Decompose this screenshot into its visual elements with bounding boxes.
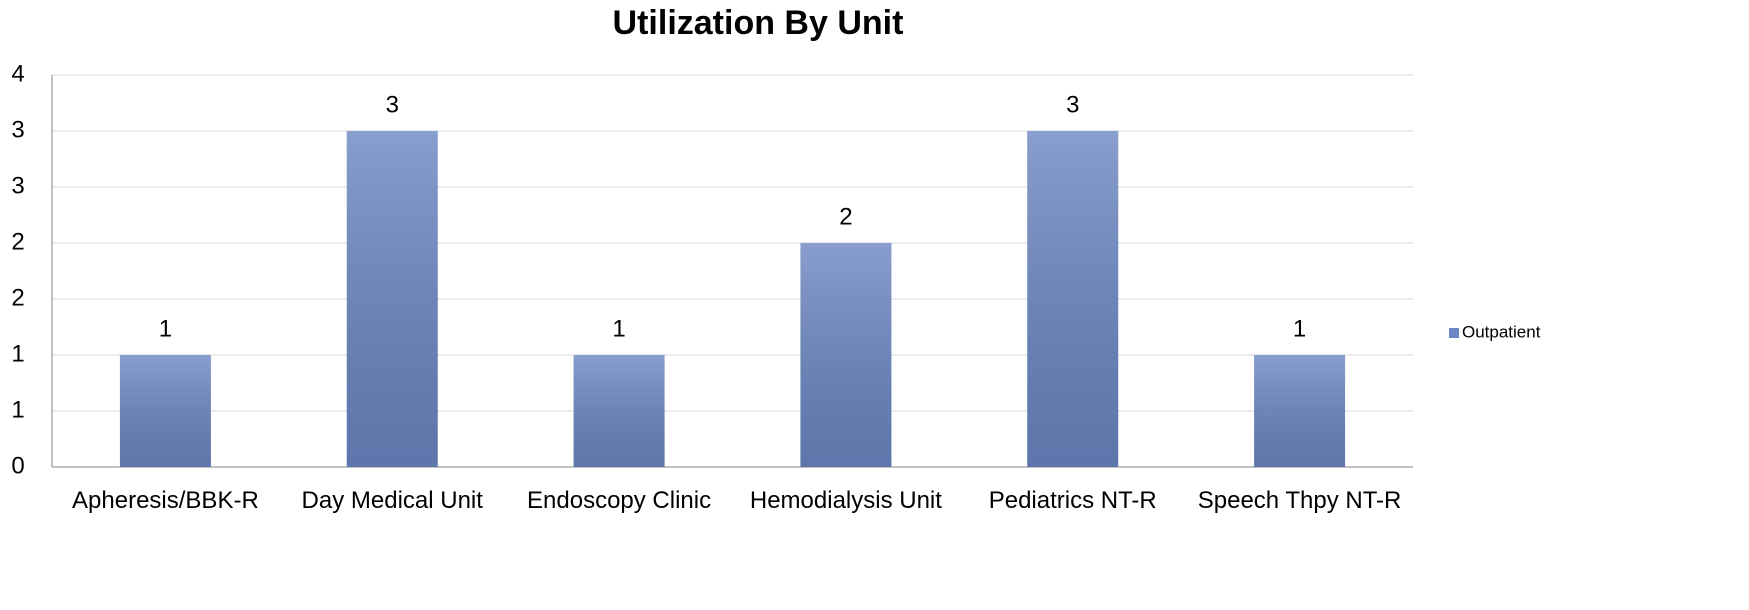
legend-label: Outpatient <box>1462 322 1541 341</box>
bar-group <box>346 131 438 467</box>
y-tick-label: 3 <box>11 172 24 199</box>
x-tick-label: Endoscopy Clinic <box>527 487 712 514</box>
bar-shade <box>119 355 211 467</box>
bar-shade <box>573 355 665 467</box>
data-label: 1 <box>159 315 172 342</box>
y-tick-label: 1 <box>11 340 24 367</box>
bar-shade <box>1254 355 1346 467</box>
bar-group <box>1254 355 1346 467</box>
x-tick-label: Speech Thpy NT-R <box>1197 487 1402 514</box>
bar-group <box>800 243 892 467</box>
bar-group <box>119 355 211 467</box>
x-tick-label: Apheresis/BBK-R <box>72 487 259 514</box>
x-tick-label: Hemodialysis Unit <box>749 487 942 514</box>
bar-shade <box>800 243 892 467</box>
bar-shade <box>1027 131 1119 467</box>
y-tick-label: 3 <box>11 116 24 143</box>
y-tick-label: 0 <box>11 452 24 479</box>
data-label: 2 <box>839 203 852 230</box>
data-label: 3 <box>1066 91 1079 118</box>
y-tick-label: 2 <box>11 228 24 255</box>
x-tick-label: Day Medical Unit <box>301 487 483 514</box>
chart-title: Utilization By Unit <box>613 4 904 42</box>
data-label: 1 <box>612 315 625 342</box>
legend-swatch <box>1449 328 1459 338</box>
y-tick-label: 2 <box>11 284 24 311</box>
y-tick-label: 1 <box>11 396 24 423</box>
data-label: 1 <box>1293 315 1306 342</box>
bar-group <box>573 355 665 467</box>
bar-group <box>1027 131 1119 467</box>
x-tick-label: Pediatrics NT-R <box>988 487 1157 514</box>
data-label: 3 <box>386 91 399 118</box>
y-tick-label: 4 <box>11 60 24 87</box>
bar-shade <box>346 131 438 467</box>
